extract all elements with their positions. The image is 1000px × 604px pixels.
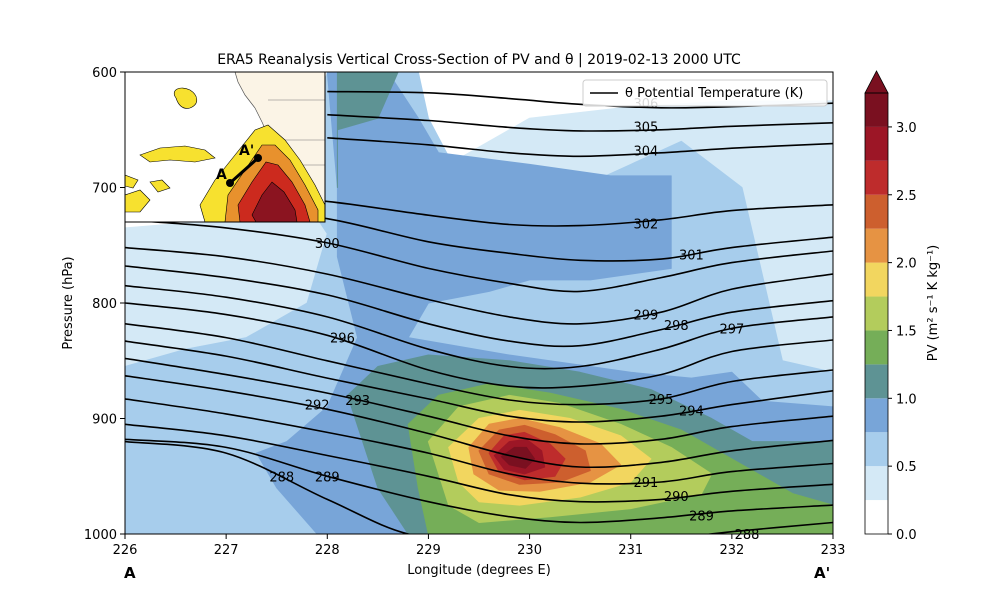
theta-label-293: 293 [345, 394, 370, 409]
theta-label-289: 289 [315, 470, 340, 485]
theta-contour-305 [327, 113, 833, 132]
x-tick-label: 228 [315, 543, 340, 558]
theta-label-288: 288 [269, 470, 294, 485]
y-axis-label: Pressure (hPa) [61, 256, 76, 349]
theta-label-305: 305 [633, 120, 658, 135]
theta-label-298: 298 [664, 319, 689, 334]
legend-box [582, 79, 828, 107]
colorbar-segment [865, 194, 888, 229]
theta-label-299: 299 [633, 309, 658, 324]
theta-contour-294 [125, 340, 833, 423]
inset-pv-blob-3 [125, 174, 139, 189]
colorbar-tick-label: 1.0 [896, 392, 917, 407]
colorbar: 0.0 0.5 1.0 1.5 2.0 2.5 3.0 [864, 70, 917, 543]
colorbar-tick-label: 1.5 [896, 324, 917, 339]
inset-point-a-prime [254, 154, 262, 162]
y-tick-label: 600 [92, 66, 117, 81]
colorbar-segment [865, 432, 888, 467]
colorbar-segment [865, 500, 888, 534]
endpoint-label-a: A [124, 564, 136, 582]
colorbar-segment [865, 160, 888, 195]
x-tick-label: 226 [113, 543, 138, 558]
theta-contour-296 [125, 302, 833, 389]
x-axis-label: Longitude (degrees E) [407, 563, 551, 578]
x-tick-label: 229 [416, 543, 441, 558]
inset-map: A A' [124, 71, 326, 223]
theta-contour-298 [125, 265, 833, 348]
theta-contour-293 [125, 357, 833, 445]
inset-point-a [226, 179, 234, 187]
y-tick-label: 1000 [84, 528, 117, 543]
inset-pv-blob-2 [125, 189, 151, 213]
legend: θ Potential Temperature (K) [582, 79, 828, 107]
colorbar-tick-label: 0.0 [896, 528, 917, 543]
colorbar-tick-label: 2.5 [896, 189, 917, 204]
colorbar-frame [864, 92, 889, 535]
theta-label-295: 295 [649, 393, 674, 408]
x-tick-label: 227 [214, 543, 239, 558]
colorbar-segment [865, 296, 888, 331]
theta-label-302: 302 [633, 217, 658, 232]
inset-pv-blob-1 [173, 87, 198, 109]
theta-label-301: 301 [679, 248, 704, 263]
y-tick-label: 700 [92, 182, 117, 197]
theta-label-294: 294 [679, 404, 704, 419]
theta-label-289b: 289 [689, 510, 714, 525]
chart-title: ERA5 Reanalysis Vertical Cross-Section o… [217, 52, 741, 68]
inset-transect-line [229, 156, 259, 185]
theta-contour-295 [125, 323, 833, 406]
theta-label-292: 292 [305, 399, 330, 414]
theta-contour-299 [125, 246, 833, 325]
theta-contour-306 [327, 90, 833, 109]
colorbar-segment [865, 364, 888, 399]
y-tick-label: 800 [92, 297, 117, 312]
y-axis: 600 700 800 900 1000 [84, 66, 125, 543]
theta-contour-297 [125, 284, 833, 370]
theta-label-290: 290 [664, 490, 689, 505]
pv-region-3 [336, 72, 399, 188]
theta-contour-300 [125, 219, 833, 293]
colorbar-tick-label: 0.5 [896, 460, 917, 475]
theta-contour-304 [327, 137, 833, 158]
legend-label: θ Potential Temperature (K) [625, 86, 803, 101]
theta-contour-291 [125, 398, 833, 485]
x-axis: 226 227 228 229 230 231 232 233 [113, 534, 846, 558]
colorbar-segment [865, 466, 888, 501]
endpoint-label-a-prime: A' [814, 564, 830, 582]
theta-label-297: 297 [719, 322, 744, 337]
x-tick-label: 231 [618, 543, 643, 558]
theta-contour-lines [125, 90, 833, 534]
inset-pv-blob-4 [149, 179, 171, 193]
inset-label-a: A [216, 167, 227, 183]
inset-pv-darkred [251, 181, 298, 222]
x-tick-label: 230 [517, 543, 542, 558]
theta-label-288b: 288 [735, 528, 760, 543]
x-tick-label: 232 [719, 543, 744, 558]
colorbar-segment [865, 228, 888, 263]
theta-contour-290 [125, 423, 833, 503]
colorbar-label: PV (m² s⁻¹ K kg⁻¹) [926, 245, 941, 362]
theta-contour-289 [125, 438, 833, 524]
theta-contour-292 [125, 375, 833, 469]
colorbar-segment [865, 126, 888, 161]
colorbar-segment [865, 330, 888, 365]
colorbar-segment [865, 398, 888, 433]
colorbar-tick-label: 3.0 [896, 121, 917, 136]
colorbar-tick-label: 2.0 [896, 257, 917, 272]
colorbar-segment [865, 93, 888, 127]
x-tick-label: 233 [821, 543, 846, 558]
theta-label-291: 291 [633, 476, 658, 491]
y-tick-label: 900 [92, 413, 117, 428]
theta-label-300: 300 [315, 237, 340, 252]
inset-pv-band [139, 145, 216, 163]
theta-label-304: 304 [633, 145, 658, 160]
theta-label-296: 296 [330, 332, 355, 347]
colorbar-extend-arrow [864, 70, 889, 94]
colorbar-segment [865, 262, 888, 297]
inset-label-a-prime: A' [239, 143, 254, 159]
